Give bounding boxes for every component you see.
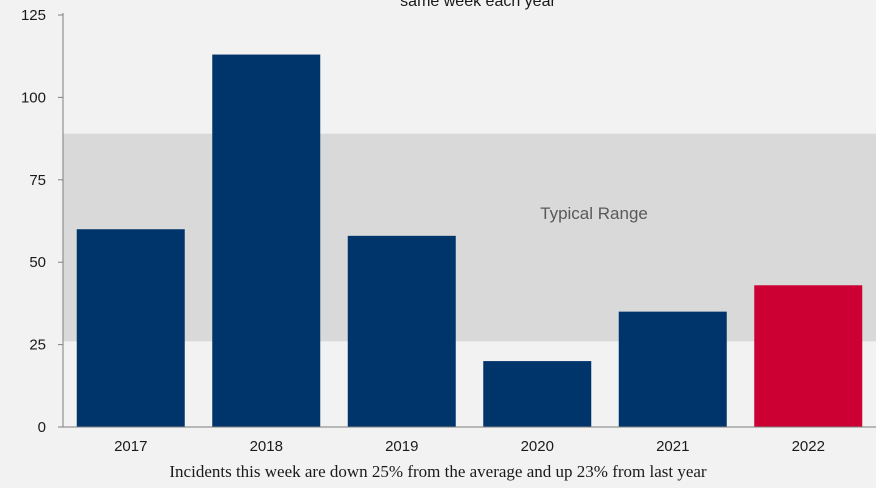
- y-axis: 0 25 50 75 100 125: [21, 7, 64, 436]
- bar-2018: [212, 54, 321, 427]
- bar-2019: [347, 235, 456, 427]
- y-tick-label-100: 100: [21, 89, 46, 106]
- y-tick-label-0: 0: [38, 419, 46, 436]
- x-tick-label-2019: 2019: [385, 438, 418, 455]
- bar-2020: [483, 361, 592, 427]
- x-tick-label-2022: 2022: [792, 438, 825, 455]
- bar-2021: [618, 311, 727, 427]
- y-tick-label-25: 25: [29, 337, 46, 354]
- x-tick-label-2018: 2018: [250, 438, 283, 455]
- y-tick-label-50: 50: [29, 254, 46, 271]
- bar-chart-svg: Typical Range 0 25 50 75 100 125 2017 2018 2019…: [20, 0, 876, 455]
- bar-2017: [76, 229, 185, 427]
- y-tick-label-125: 125: [21, 7, 46, 24]
- x-tick-label-2021: 2021: [656, 438, 689, 455]
- typical-range-band: [63, 133, 876, 342]
- chart-caption: Incidents this week are down 25% from th…: [169, 462, 707, 481]
- x-tick-label-2017: 2017: [114, 438, 147, 455]
- bars-group: [76, 54, 863, 427]
- x-tick-label-2020: 2020: [521, 438, 554, 455]
- bar-2022: [754, 285, 863, 427]
- y-tick-label-75: 75: [29, 172, 46, 189]
- x-axis: 2017 2018 2019 2020 2021 2022: [63, 426, 876, 455]
- typical-range-label: Typical Range: [540, 204, 648, 223]
- chart-title: same week each year: [400, 0, 556, 10]
